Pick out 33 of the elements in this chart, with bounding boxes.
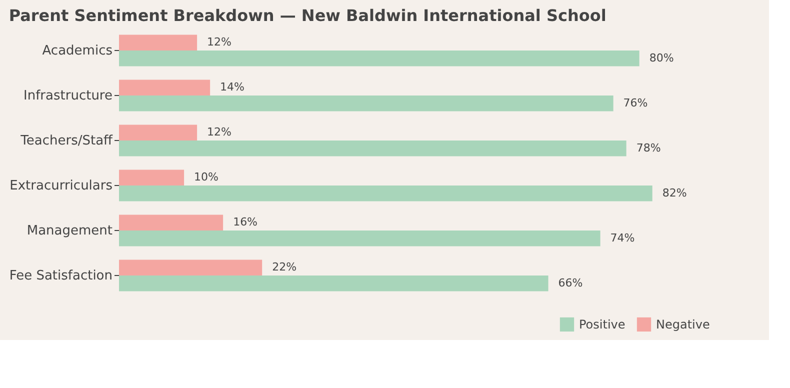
data-label: 80% (649, 51, 674, 64)
legend-label: Positive (579, 317, 626, 332)
bar (119, 96, 614, 112)
data-label: 10% (194, 170, 218, 184)
bar (119, 186, 652, 202)
y-tick-label: Extracurriculars (10, 178, 113, 194)
bar (119, 50, 640, 66)
bar (119, 214, 224, 230)
y-tick-label: Fee Satisfaction (9, 268, 112, 284)
bar (119, 34, 198, 50)
y-tick-label: Teachers/Staff (20, 134, 114, 148)
data-label: 76% (623, 96, 648, 110)
chart-title: Parent Sentiment Breakdown — New Baldwin International School (8, 6, 606, 25)
bar (119, 276, 548, 292)
data-label: 12% (207, 36, 232, 49)
legend-label: Negative (656, 317, 710, 332)
bar (119, 170, 184, 186)
y-tick-label: Infrastructure (24, 88, 112, 104)
bar (119, 140, 626, 156)
y-tick-label: Management (26, 224, 112, 238)
data-label: 16% (233, 216, 258, 229)
data-label: 14% (220, 80, 245, 94)
data-label: 74% (610, 231, 635, 244)
bar (119, 124, 198, 140)
data-label: 66% (558, 276, 583, 290)
bar (119, 80, 210, 96)
data-label: 22% (272, 260, 297, 274)
y-tick-label: Academics (42, 44, 113, 58)
data-label: 82% (662, 186, 687, 200)
bar (119, 230, 600, 246)
bar (119, 260, 262, 276)
data-label: 12% (207, 126, 232, 139)
data-label: 78% (636, 141, 661, 154)
